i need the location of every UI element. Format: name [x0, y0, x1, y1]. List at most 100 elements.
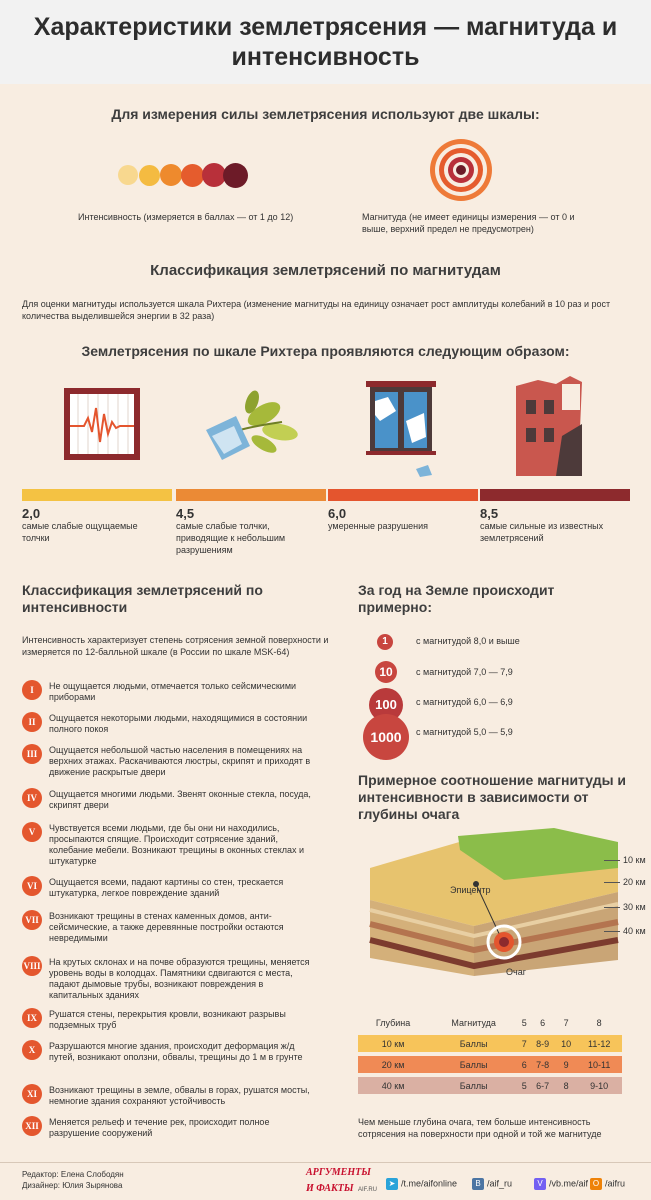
table-header-row: Глубина Магнитуда 5 6 7 8 — [358, 1014, 622, 1031]
depth-tick — [604, 882, 620, 883]
footer-divider — [0, 1162, 651, 1163]
depth-tick — [604, 907, 620, 908]
yearly-count-label: с магнитудой 6,0 — 6,9 — [416, 697, 513, 707]
intensity-level-badge: V — [22, 822, 42, 842]
table-cell: 20 км — [358, 1056, 429, 1073]
ok-icon: O — [590, 1178, 602, 1190]
aif-logo[interactable]: АРГУМЕНТЫ И ФАКТЫ AIF.RU — [306, 1168, 382, 1196]
table-cell: 40 км — [358, 1077, 429, 1094]
intensity-dot — [181, 163, 204, 187]
ruined-building-icon — [516, 376, 582, 476]
yearly-count-badge: 10 — [375, 661, 397, 683]
intensity-level-badge: IX — [22, 1008, 42, 1028]
intensity-level-badge: III — [22, 744, 42, 764]
intensity-level-text: Ощущается некоторыми людьми, находящимис… — [49, 713, 308, 734]
richter-value: 8,5 — [480, 506, 499, 521]
intensity-dot — [202, 163, 226, 187]
intensity-level-badge: VII — [22, 910, 42, 930]
intensity-dot — [139, 164, 160, 186]
yearly-heading: За год на Земле происходит примерно: — [358, 582, 555, 615]
social-link[interactable]: V/vb.me/aif — [534, 1178, 588, 1190]
richter-value: 2,0 — [22, 506, 41, 521]
focus-label: Очаг — [506, 967, 526, 977]
table-header-cell: Магнитуда — [451, 1017, 496, 1028]
table-row: 20 км Баллы 6 7-8 9 10-11 — [358, 1056, 622, 1073]
social-link[interactable]: O/aifru — [590, 1178, 625, 1190]
yearly-count-label: с магнитудой 5,0 — 5,9 — [416, 727, 513, 737]
broken-window-icon — [366, 381, 436, 477]
falling-plant-icon — [206, 390, 298, 460]
magnitude-heading: Классификация землетрясений по магнитуда… — [150, 262, 501, 279]
intensity-level-text: Не ощущается людьми, отмечается только с… — [49, 681, 297, 702]
richter-desc: самые слабые толчки, приводящие к неболь… — [176, 521, 286, 555]
social-link[interactable]: ➤/t.me/aifonline — [386, 1178, 457, 1190]
intensity-level-badge: XII — [22, 1116, 42, 1136]
intensity-dot — [118, 165, 138, 185]
vk-icon: B — [472, 1178, 484, 1190]
table-cell: 10-11 — [576, 1056, 622, 1073]
depth-mark-label: 40 км — [623, 926, 646, 936]
table-cell: 10 — [555, 1035, 577, 1052]
magnitude-caption: Магнитуда (не имеет единицы измерения — … — [362, 212, 575, 234]
richter-value: 4,5 — [176, 506, 195, 521]
intensity-caption: Интенсивность (измеряется в баллах — от … — [78, 212, 294, 222]
depth-note: Чем меньше глубина очага, тем больше инт… — [358, 1117, 602, 1139]
intensity-level-text: Разрушаются многие здания, происходит де… — [49, 1041, 303, 1062]
page-title: Характеристики землетрясения — магнитуда… — [33, 13, 618, 71]
richter-desc: самые слабые ощущаемые толчки — [22, 521, 138, 543]
intensity-level-badge: VI — [22, 876, 42, 896]
social-link-text: /aifru — [605, 1178, 626, 1189]
intensity-level-badge: IV — [22, 788, 42, 808]
intensity-level-text: Возникают трещины в стенах каменных домо… — [49, 911, 284, 943]
intensity-level-text: Возникают трещины в земле, обвалы в гора… — [49, 1085, 310, 1106]
logo-site: AIF.RU — [358, 1187, 378, 1193]
intensity-text: Интенсивность характеризует степень сотр… — [22, 635, 329, 657]
table-cell: 6-7 — [529, 1077, 556, 1094]
intensity-level-text: Рушатся стены, перекрытия кровли, возник… — [49, 1009, 286, 1030]
richter-value: 6,0 — [328, 506, 347, 521]
depth-heading: Примерное соотношение магнитуды и интенс… — [358, 772, 627, 822]
magnitude-text: Для оценки магнитуды используется шкала … — [22, 299, 611, 321]
social-link[interactable]: B/aif_ru — [472, 1178, 512, 1190]
yearly-count-label: с магнитудой 7,0 — 7,9 — [416, 667, 513, 677]
table-row: 10 км Баллы 7 8-9 10 11-12 — [358, 1035, 622, 1052]
intensity-level-badge: I — [22, 680, 42, 700]
depth-mark-label: 20 км — [623, 877, 646, 887]
richter-bar — [22, 489, 172, 501]
depth-mark-label: 10 км — [623, 855, 646, 865]
table-cell: 10 км — [358, 1035, 429, 1052]
seismograph-icon — [64, 388, 140, 460]
logo-line-1: АРГУМЕНТЫ — [306, 1167, 371, 1178]
richter-desc: умеренные разрушения — [328, 521, 429, 531]
designer-credit: Дизайнер: Юлия Зырянова — [22, 1181, 123, 1190]
intensity-level-badge: II — [22, 712, 42, 732]
richter-bar — [480, 489, 630, 501]
viber-icon: V — [534, 1178, 546, 1190]
table-cell: 6 — [519, 1056, 530, 1073]
table-cell: 7-8 — [529, 1056, 556, 1073]
richter-bar — [328, 489, 478, 501]
intensity-level-badge: X — [22, 1040, 42, 1060]
table-row: 40 км Баллы 5 6-7 8 9-10 — [358, 1077, 622, 1094]
intensity-level-text: Ощущается многими людьми. Звенят оконные… — [49, 789, 311, 810]
intensity-heading: Классификация землетрясений по интенсивн… — [22, 582, 263, 615]
table-header-cell: 8 — [596, 1017, 602, 1028]
depth-tick — [604, 860, 620, 861]
intensity-level-text: Ощущается всеми, падают картины со стен,… — [49, 877, 284, 898]
table-cell: Баллы — [428, 1056, 520, 1073]
epicenter-label: Эпицентр — [450, 885, 491, 895]
table-header-cell: 7 — [563, 1017, 569, 1028]
table-cell: 8 — [555, 1077, 577, 1094]
depth-table: Глубина Магнитуда 5 6 7 8 10 км Баллы 7 8-9… — [358, 1010, 622, 1098]
table-cell: 9-10 — [576, 1077, 622, 1094]
table-cell: Баллы — [428, 1035, 520, 1052]
table-cell: 11-12 — [576, 1035, 622, 1052]
table-header-cell: Глубина — [375, 1017, 411, 1028]
logo-line-2: И ФАКТЫ — [306, 1183, 354, 1194]
table-header-cell: 5 — [521, 1017, 527, 1028]
table-cell: 9 — [555, 1056, 577, 1073]
title-band — [0, 0, 651, 84]
table-cell: 7 — [519, 1035, 530, 1052]
yearly-count-badge: 1 — [377, 634, 393, 650]
social-link-text: /aif_ru — [487, 1178, 513, 1189]
